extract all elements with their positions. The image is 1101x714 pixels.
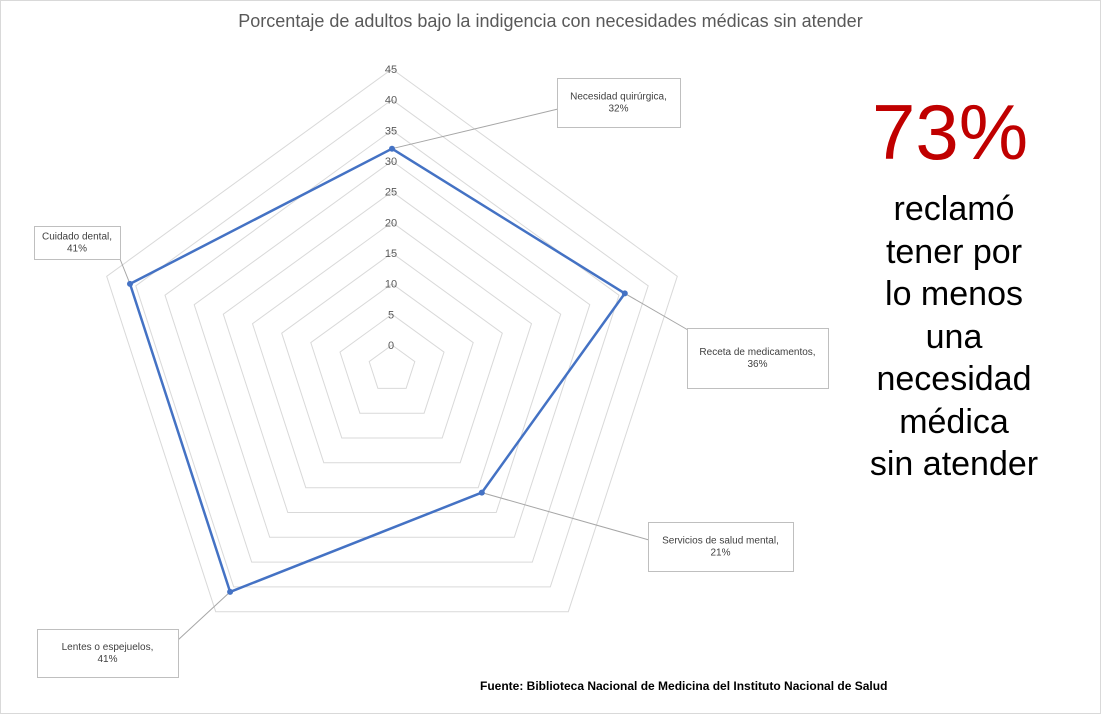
stat-line: lo menos	[885, 275, 1023, 313]
gridline-ring	[281, 252, 503, 464]
leader-line	[481, 492, 650, 541]
axis-tick-label: 10	[385, 279, 397, 291]
stat-line: una	[925, 317, 983, 356]
gridline-ring	[251, 221, 533, 489]
data-label-category: Lentes o espejuelos,	[62, 642, 154, 653]
data-label-box	[648, 522, 794, 572]
data-point	[478, 489, 485, 496]
axis-tick-label: 35	[385, 125, 397, 137]
radial-axis-ticks: 0 5 10 15 20 25 30 35 40 45	[385, 64, 397, 352]
gridline-ring	[135, 99, 649, 588]
data-label-category: Servicios de salud mental,	[662, 536, 779, 547]
data-label-category: Receta de medicamentos,	[699, 347, 815, 358]
data-label-box	[687, 328, 829, 389]
radar-series	[127, 145, 628, 595]
leader-line	[177, 591, 231, 641]
series-line	[128, 147, 627, 594]
data-label-value: 32%	[608, 104, 628, 115]
data-point	[389, 145, 395, 152]
axis-tick-label: 30	[385, 156, 397, 168]
gridline-ring	[222, 191, 562, 513]
data-labels: Necesidad quirúrgica,32% Receta de medica…	[34, 78, 829, 678]
stat-line: reclamó	[893, 190, 1015, 228]
data-point	[227, 588, 234, 595]
data-label-box	[557, 78, 681, 128]
leader-line	[624, 292, 689, 331]
label-leader-lines	[119, 108, 689, 641]
gridline-ring	[106, 68, 678, 613]
stat-line: tener por	[885, 232, 1023, 271]
data-label-box	[37, 629, 179, 678]
axis-tick-label: 45	[385, 64, 397, 76]
stat-description: reclamó tener por lo menos una necesidad médi…	[830, 188, 1078, 486]
data-label-value: 36%	[747, 359, 767, 370]
source-note: Fuente: Biblioteca Nacional de Medicina …	[480, 679, 888, 693]
axis-tick-label: 5	[388, 309, 394, 321]
axis-tick-label: 15	[385, 248, 397, 260]
gridline-ring	[339, 313, 445, 414]
leader-line	[119, 258, 131, 285]
chart-title: Porcentaje de adultos bajo la indigencia…	[238, 11, 863, 31]
gridline-ring	[310, 283, 474, 439]
data-label-value: 21%	[710, 548, 730, 559]
axis-tick-label: 25	[385, 187, 397, 199]
stat-line: médica	[899, 402, 1009, 441]
data-label-value: 41%	[67, 244, 87, 255]
axis-tick-label: 0	[388, 340, 394, 352]
stat-percentage: 73%	[871, 88, 1029, 176]
axis-tick-label: 20	[385, 217, 397, 229]
stat-line: necesidad	[876, 360, 1032, 398]
data-label-box	[34, 226, 121, 260]
leader-line	[391, 108, 559, 150]
data-label-value: 41%	[97, 654, 117, 665]
data-label-category: Necesidad quirúrgica,	[570, 92, 667, 103]
data-point	[621, 290, 628, 297]
data-point	[127, 280, 133, 287]
stat-line: sin atender	[869, 445, 1039, 483]
gridline-ring	[193, 160, 591, 538]
axis-tick-label: 40	[385, 95, 397, 107]
gridline-ring	[368, 344, 416, 389]
data-label-category: Cuidado dental,	[42, 232, 112, 243]
